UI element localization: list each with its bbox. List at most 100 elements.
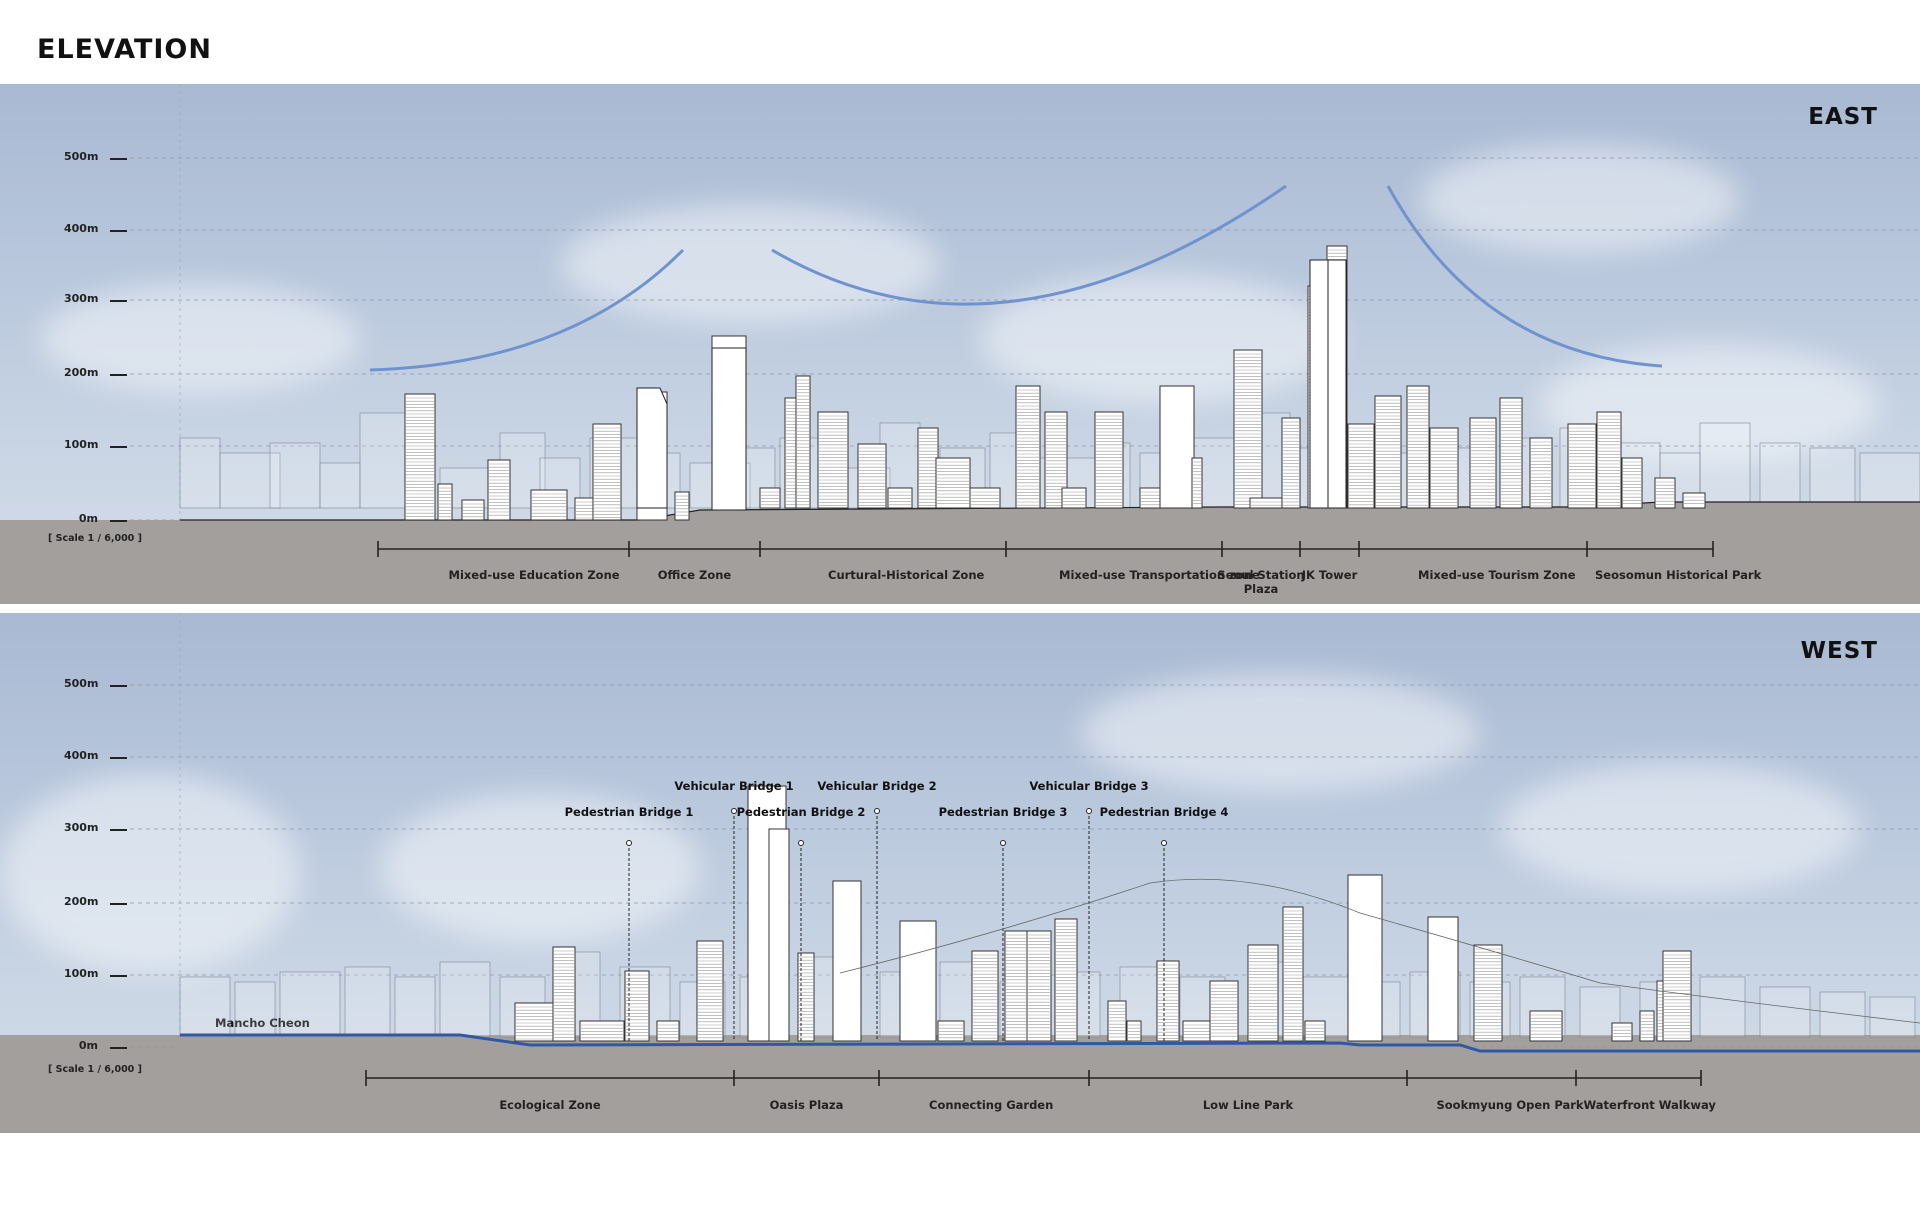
- building: [1107, 1000, 1127, 1042]
- zone-label: Waterfront Walkway: [1583, 1098, 1716, 1112]
- office-tower-angled: [636, 387, 668, 509]
- building: [1473, 944, 1503, 1042]
- scale-tick-mark: [110, 685, 127, 687]
- scale-tick-label: 200m: [64, 366, 99, 379]
- callout-marker: [874, 808, 880, 814]
- scale-tick-label: 0m: [78, 512, 98, 525]
- building: [1126, 1020, 1142, 1042]
- view-arc: [369, 248, 685, 372]
- cloud: [40, 284, 360, 394]
- building: [514, 1002, 556, 1042]
- building: [696, 940, 724, 1042]
- background-building: [1759, 986, 1811, 1038]
- scale-tick-label: 0m: [78, 1039, 98, 1052]
- building: [795, 375, 811, 509]
- west-skyline-drawing: [130, 613, 1920, 1133]
- background-building: [1699, 976, 1746, 1038]
- east-skyline-drawing: [130, 84, 1920, 604]
- scale-tick-mark: [110, 975, 127, 977]
- building: [817, 411, 849, 509]
- building: [1654, 477, 1676, 509]
- zone-label: Ecological Zone: [499, 1098, 601, 1112]
- background-building: [359, 412, 406, 509]
- river-label: Mancho Cheon: [215, 1016, 310, 1030]
- zone-label: Curtural-Historical Zone: [828, 568, 985, 582]
- zone-label: JK Tower: [1301, 568, 1358, 582]
- zone-label: Seosomun Historical Park: [1595, 568, 1762, 582]
- scale-tick-mark: [110, 446, 127, 448]
- scale-tick-mark: [110, 757, 127, 759]
- building: [1247, 944, 1279, 1042]
- background-building: [394, 976, 436, 1038]
- panel-label-west: WEST: [1800, 638, 1878, 664]
- scale-tick-mark: [110, 903, 127, 905]
- view-arc: [1386, 185, 1663, 368]
- building: [1567, 423, 1597, 509]
- scale-tick-label: 500m: [64, 150, 99, 163]
- bridge-callout: Pedestrian Bridge 2: [736, 805, 866, 819]
- scale-tick-label: 500m: [64, 677, 99, 690]
- building: [574, 497, 596, 521]
- scale-tick-mark: [110, 374, 127, 376]
- callout-marker: [798, 840, 804, 846]
- bridge-callout: Vehicular Bridge 1: [674, 779, 794, 793]
- building: [1639, 1010, 1655, 1042]
- building: [937, 1020, 965, 1042]
- east-elevation-panel: EAST 500m 400m 300m 200m 100m 0m [ Scale 1 / 6…: [0, 84, 1920, 604]
- river-line: [180, 1033, 1920, 1053]
- scale-tick-label: 300m: [64, 821, 99, 834]
- building: [404, 393, 436, 521]
- cloud: [560, 204, 940, 324]
- background-building: [344, 966, 391, 1038]
- scale-note: [ Scale 1 / 6,000 ]: [48, 1064, 142, 1075]
- building: [768, 828, 790, 1042]
- building: [1304, 1020, 1326, 1042]
- building: [759, 487, 781, 509]
- bridge-callout: Pedestrian Bridge 4: [1099, 805, 1229, 819]
- building: [1159, 385, 1195, 509]
- background-building: [1869, 996, 1916, 1038]
- building: [1682, 492, 1706, 509]
- building: [1026, 930, 1052, 1042]
- building: [1374, 395, 1402, 509]
- cloud: [380, 793, 700, 943]
- scale-tick-mark: [110, 300, 127, 302]
- building: [437, 483, 453, 521]
- panel-label-east: EAST: [1808, 104, 1878, 130]
- cloud: [1080, 673, 1480, 793]
- building: [857, 443, 887, 509]
- scale-tick-mark: [110, 230, 127, 232]
- building: [552, 946, 576, 1042]
- scale-tick-label: 100m: [64, 438, 99, 451]
- background-building: [179, 976, 231, 1038]
- zone-label: Mixed-use Education Zone: [448, 568, 620, 582]
- background-building: [1759, 442, 1801, 509]
- building: [797, 952, 815, 1042]
- building: [592, 423, 622, 521]
- scale-tick-mark: [110, 1047, 127, 1049]
- cloud: [1420, 144, 1740, 254]
- building: [935, 457, 971, 509]
- building: [1054, 918, 1078, 1042]
- building: [1529, 437, 1553, 509]
- west-elevation-panel: WEST Mancho Cheon 500m 400m 300m 200m 100m 0m…: [0, 613, 1920, 1133]
- building: [579, 1020, 625, 1042]
- ground-profile: [180, 1035, 1920, 1133]
- building: [1191, 457, 1203, 509]
- scale-note: [ Scale 1 / 6,000 ]: [48, 533, 142, 544]
- building: [1529, 1010, 1563, 1042]
- building: [656, 1020, 680, 1042]
- tower-office: [711, 347, 747, 511]
- scale-tick-label: 400m: [64, 749, 99, 762]
- building: [899, 920, 937, 1042]
- building: [1611, 1022, 1633, 1042]
- building: [969, 487, 1001, 509]
- building: [1281, 417, 1301, 509]
- callout-marker: [1000, 840, 1006, 846]
- building: [1061, 487, 1087, 509]
- view-arc: [771, 184, 1287, 306]
- scale-tick-label: 100m: [64, 967, 99, 980]
- background-building: [319, 462, 361, 509]
- building: [461, 499, 485, 521]
- building: [971, 950, 999, 1042]
